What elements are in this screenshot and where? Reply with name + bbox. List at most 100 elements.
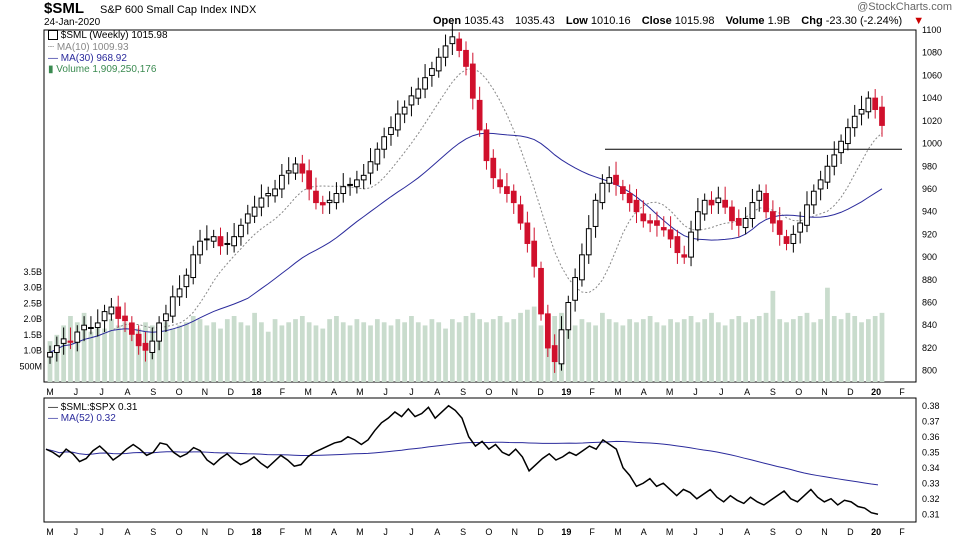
candle-body — [872, 97, 879, 110]
x-tick-label-lower: N — [821, 527, 828, 537]
x-tick-label: A — [124, 387, 130, 397]
price-tick-label: 860 — [922, 298, 937, 308]
volume-bar — [184, 322, 189, 382]
candle-body — [279, 174, 285, 190]
legend-ma52: — MA(52) 0.32 — [48, 413, 116, 424]
x-tick-label-lower: A — [641, 527, 647, 537]
volume-bar — [620, 325, 626, 382]
volume-bar — [490, 319, 496, 382]
x-tick-label: O — [176, 387, 183, 397]
candle-body — [422, 77, 428, 90]
candle-body — [879, 106, 885, 126]
x-tick-label: M — [666, 387, 674, 397]
candle-body — [128, 322, 135, 335]
volume-bar — [354, 319, 360, 382]
volume-bar — [436, 322, 442, 382]
candle-body — [306, 170, 313, 190]
volume-bar — [756, 316, 762, 382]
x-tick-label: A — [744, 387, 750, 397]
candle-body — [354, 179, 360, 188]
x-tick-label: O — [795, 387, 802, 397]
volume-bar — [122, 322, 128, 382]
index-name-text: S&P 600 Small Cap Index — [100, 4, 227, 16]
exchange-label: INDX — [230, 4, 257, 16]
x-tick-label: S — [150, 387, 156, 397]
volume-bar — [368, 325, 373, 382]
candle-body — [285, 170, 292, 174]
candle-body — [729, 206, 735, 222]
x-tick-label-lower: D — [847, 527, 854, 537]
volume-bar — [422, 325, 428, 382]
ratio-tick-label: 0.37 — [922, 416, 940, 426]
candle-body — [606, 177, 613, 184]
candle-body — [790, 233, 797, 244]
x-tick-label: J — [74, 387, 79, 397]
volume-bar — [688, 316, 694, 382]
candle-body — [572, 277, 578, 301]
x-tick-label-lower: A — [434, 527, 440, 537]
volume-bar — [224, 319, 230, 382]
candle-body — [504, 186, 510, 195]
candle-body — [210, 236, 217, 242]
price-tick-label: 1040 — [922, 93, 942, 103]
legend-price: $SML (Weekly) 1015.98 — [48, 30, 168, 41]
volume-bar — [852, 316, 858, 382]
candle-body — [647, 220, 653, 224]
volume-bar — [190, 316, 196, 382]
candle-body — [763, 193, 769, 213]
x-tick-label: N — [202, 387, 209, 397]
x-tick-label: J — [409, 387, 414, 397]
candle-body — [626, 193, 633, 204]
volume-bar — [784, 322, 789, 382]
candle-body — [619, 186, 626, 195]
x-tick-label-lower: A — [124, 527, 130, 537]
candle-body — [81, 324, 87, 331]
x-tick-label-lower: O — [176, 527, 183, 537]
candle-body — [476, 99, 483, 131]
price-tick-label: 980 — [922, 161, 937, 171]
candle-body — [74, 331, 81, 343]
volume-bar — [415, 322, 421, 382]
candle-body — [654, 220, 660, 226]
open-label: Open — [433, 15, 462, 27]
candle-body — [851, 115, 858, 129]
volume-bar — [109, 319, 114, 382]
x-tick-label: F — [899, 387, 905, 397]
x-tick-label: D — [227, 387, 234, 397]
volume-bar — [163, 322, 169, 382]
price-tick-label: 1100 — [922, 25, 941, 35]
candle-body — [251, 206, 258, 217]
candle-body — [265, 193, 272, 197]
candle-body — [435, 56, 442, 72]
volume-value: 1.9B — [767, 15, 791, 27]
volume-bar — [675, 322, 680, 382]
candle-body — [695, 211, 701, 231]
volume-bar — [845, 312, 851, 382]
candle-body — [142, 342, 149, 351]
ratio-tick-label: 0.33 — [922, 478, 940, 488]
candle-body — [388, 127, 394, 135]
candle-body — [742, 217, 749, 229]
candle-body — [544, 313, 551, 349]
x-tick-label-lower: M — [304, 527, 312, 537]
candle-body — [197, 240, 203, 256]
volume-bar — [729, 319, 735, 382]
x-tick-label: 18 — [252, 387, 262, 397]
candle-body — [258, 197, 265, 208]
volume-bar — [872, 316, 878, 382]
volume-bar — [74, 322, 80, 382]
candle-body — [831, 154, 838, 167]
x-tick-label-lower: A — [744, 527, 750, 537]
line-icon: — — [48, 53, 58, 64]
volume-bar — [484, 322, 489, 382]
low-value: 1010.16 — [590, 15, 631, 27]
candle-body — [122, 315, 128, 322]
volume-bar — [136, 328, 142, 382]
volume-bar — [252, 312, 257, 382]
candle-body — [326, 199, 333, 204]
volume-bar — [265, 331, 271, 382]
x-tick-label: J — [719, 387, 724, 397]
volume-bar — [722, 325, 728, 382]
high-value: 1035.43 — [515, 15, 555, 27]
